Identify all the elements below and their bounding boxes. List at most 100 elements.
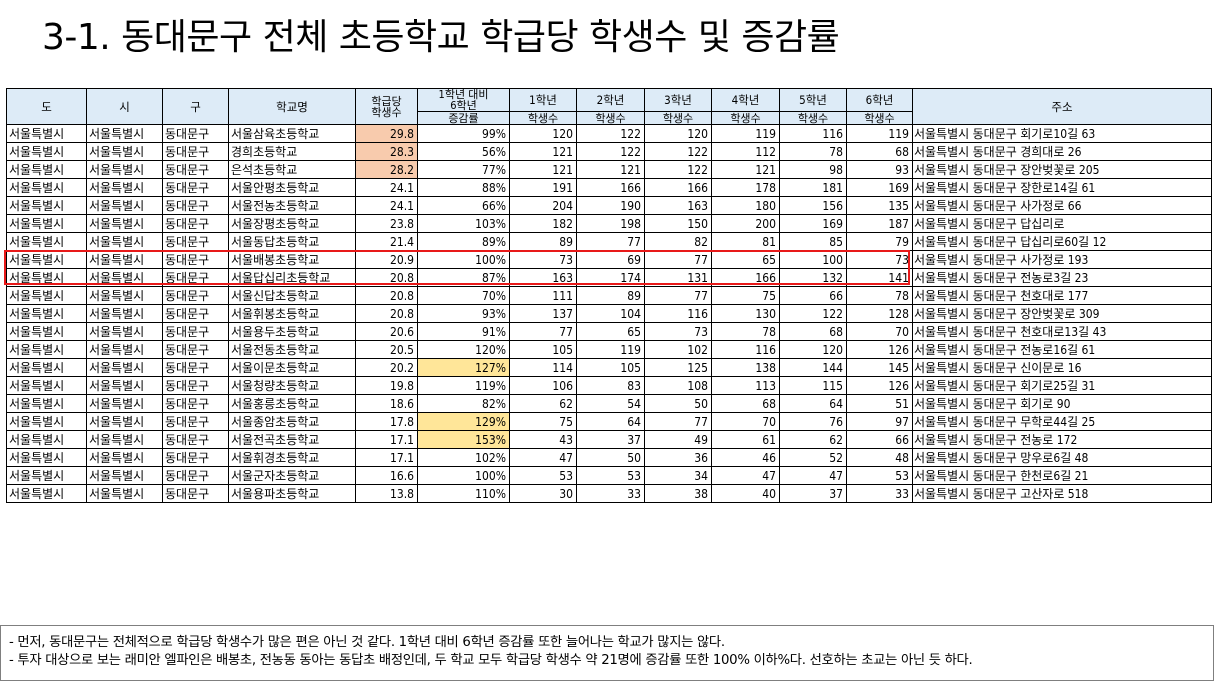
cell-g1: 191 [509, 178, 577, 197]
cell-g2: 190 [576, 196, 645, 215]
cell-address: 서울특별시 동대문구 회기로10길 63 [912, 124, 1212, 143]
cell-school: 서울배봉초등학교 [228, 250, 356, 269]
cell-g5: 122 [779, 304, 847, 323]
header-grade3: 3학년 [644, 88, 712, 112]
cell-city: 서울특별시 [86, 304, 163, 323]
table-row: 서울특별시 서울특별시 동대문구 서울청량초등학교 19.8 119% 106 83 108 11… [6, 376, 1212, 395]
cell-g5: 66 [779, 286, 847, 305]
cell-g4: 116 [711, 340, 780, 359]
cell-school: 서울답십리초등학교 [228, 268, 356, 287]
table-row: 서울특별시 서울특별시 동대문구 서울전곡초등학교 17.1 153% 43 37 49 61 62… [6, 430, 1212, 449]
cell-city: 서울특별시 [86, 196, 163, 215]
cell-address: 서울특별시 동대문구 한천로6길 21 [912, 466, 1212, 485]
cell-g1: 182 [509, 214, 577, 233]
cell-g6: 126 [846, 376, 913, 395]
cell-address: 서울특별시 동대문구 회기로 90 [912, 394, 1212, 413]
cell-g1: 75 [509, 412, 577, 431]
cell-g1: 204 [509, 196, 577, 215]
cell-city: 서울특별시 [86, 430, 163, 449]
cell-g2: 33 [576, 484, 645, 503]
cell-g1: 77 [509, 322, 577, 341]
cell-per-class: 17.1 [355, 448, 418, 467]
cell-change: 103% [417, 214, 510, 233]
cell-g5: 76 [779, 412, 847, 431]
header-grade6: 6학년 [846, 88, 913, 112]
cell-g1: 106 [509, 376, 577, 395]
cell-g6: 68 [846, 142, 913, 161]
cell-g6: 53 [846, 466, 913, 485]
cell-per-class: 29.8 [355, 124, 418, 143]
cell-g4: 138 [711, 358, 780, 377]
cell-g5: 132 [779, 268, 847, 287]
cell-g4: 119 [711, 124, 780, 143]
cell-city: 서울특별시 [86, 232, 163, 251]
cell-change: 119% [417, 376, 510, 395]
cell-g3: 122 [644, 160, 712, 179]
cell-g2: 105 [576, 358, 645, 377]
cell-g5: 120 [779, 340, 847, 359]
cell-g3: 77 [644, 250, 712, 269]
cell-g3: 82 [644, 232, 712, 251]
cell-school: 서울이문초등학교 [228, 358, 356, 377]
cell-g3: 77 [644, 286, 712, 305]
table-row: 서울특별시 서울특별시 동대문구 서울안평초등학교 24.1 88% 191 166 166 17… [6, 178, 1212, 197]
cell-g2: 64 [576, 412, 645, 431]
cell-province: 서울특별시 [6, 304, 87, 323]
cell-g2: 37 [576, 430, 645, 449]
header-per-class: 학급당 학생수 [355, 88, 418, 125]
cell-change: 129% [417, 412, 510, 431]
cell-province: 서울특별시 [6, 448, 87, 467]
cell-address: 서울특별시 동대문구 경희대로 26 [912, 142, 1212, 161]
header-grade1-sub: 학생수 [509, 111, 577, 125]
header-grade4-sub: 학생수 [711, 111, 780, 125]
header-per-class-bottom: 학생수 [371, 105, 402, 119]
table-row: 서울특별시 서울특별시 동대문구 서울장평초등학교 23.8 103% 182 198 150 2… [6, 214, 1212, 233]
cell-school: 서울전농초등학교 [228, 196, 356, 215]
note-line-2: - 투자 대상으로 보는 래미안 엘파인은 배봉초, 전농동 동아는 동답초 배… [9, 653, 973, 668]
cell-change: 102% [417, 448, 510, 467]
cell-city: 서울특별시 [86, 142, 163, 161]
cell-district: 동대문구 [162, 412, 229, 431]
cell-g5: 64 [779, 394, 847, 413]
header-grade2: 2학년 [576, 88, 645, 112]
cell-district: 동대문구 [162, 358, 229, 377]
cell-district: 동대문구 [162, 124, 229, 143]
cell-g2: 119 [576, 340, 645, 359]
header-change-line2: 6학년 [450, 99, 477, 112]
cell-g1: 114 [509, 358, 577, 377]
cell-school: 서울군자초등학교 [228, 466, 356, 485]
table-row: 서울특별시 서울특별시 동대문구 서울답십리초등학교 20.8 87% 163 174 131 1… [6, 268, 1212, 287]
cell-g6: 48 [846, 448, 913, 467]
cell-g6: 33 [846, 484, 913, 503]
cell-per-class: 18.6 [355, 394, 418, 413]
cell-g1: 43 [509, 430, 577, 449]
cell-g3: 34 [644, 466, 712, 485]
cell-province: 서울특별시 [6, 124, 87, 143]
cell-g5: 68 [779, 322, 847, 341]
cell-g3: 163 [644, 196, 712, 215]
cell-change: 110% [417, 484, 510, 503]
school-table: 도 시 구 학교명 학급당 학생수 1학년 대비 6학년 1학년 2학년 3학년… [6, 88, 1212, 503]
page-title: 3-1. 동대문구 전체 초등학교 학급당 학생수 및 증감률 [42, 17, 840, 58]
cell-province: 서울특별시 [6, 484, 87, 503]
cell-change: 82% [417, 394, 510, 413]
cell-city: 서울특별시 [86, 340, 163, 359]
cell-province: 서울특별시 [6, 322, 87, 341]
cell-g3: 120 [644, 124, 712, 143]
cell-district: 동대문구 [162, 394, 229, 413]
cell-city: 서울특별시 [86, 178, 163, 197]
cell-school: 서울휘경초등학교 [228, 448, 356, 467]
cell-school: 경희초등학교 [228, 142, 356, 161]
cell-address: 서울특별시 동대문구 천호대로13길 43 [912, 322, 1212, 341]
cell-g6: 78 [846, 286, 913, 305]
cell-g1: 105 [509, 340, 577, 359]
cell-change: 99% [417, 124, 510, 143]
cell-per-class: 21.4 [355, 232, 418, 251]
cell-district: 동대문구 [162, 430, 229, 449]
cell-g4: 75 [711, 286, 780, 305]
cell-g3: 125 [644, 358, 712, 377]
cell-school: 서울용두초등학교 [228, 322, 356, 341]
cell-g6: 70 [846, 322, 913, 341]
cell-g5: 181 [779, 178, 847, 197]
header-district: 구 [162, 88, 229, 125]
